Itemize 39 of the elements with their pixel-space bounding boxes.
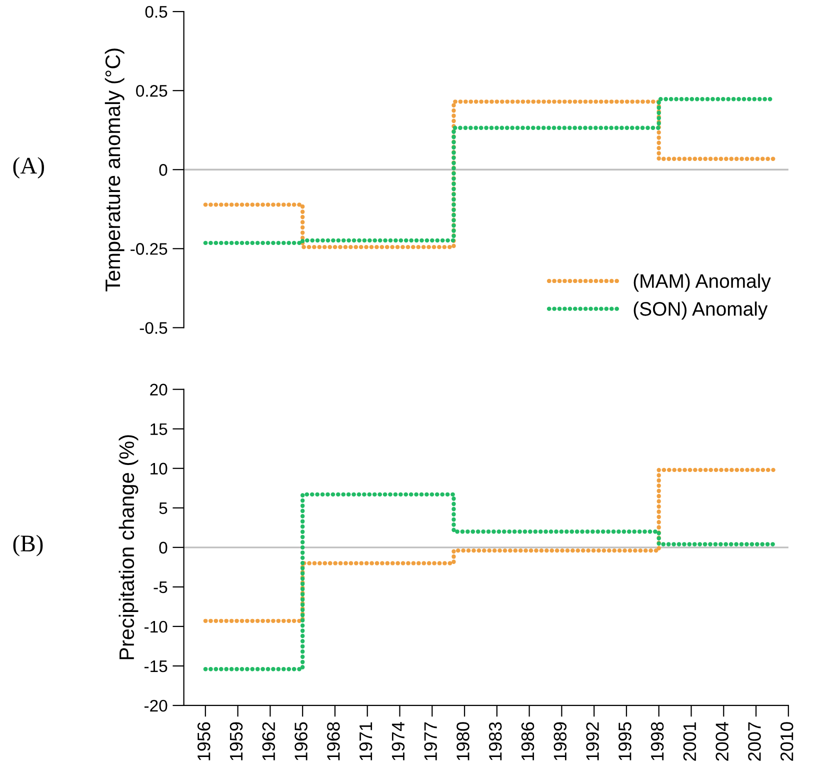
- x-tick-label: 1962: [262, 722, 276, 760]
- x-tick-label: 1956: [197, 722, 210, 760]
- y-tick-label: -0.25: [130, 243, 168, 255]
- x-tick-label: 1959: [230, 722, 243, 760]
- x-tick-label: 1968: [327, 722, 340, 760]
- x-tick-label: 1977: [424, 722, 437, 760]
- y-tick-label: 10: [150, 462, 168, 475]
- y-tick-label: -15: [144, 660, 168, 672]
- x-tick-label: 1998: [650, 722, 664, 760]
- x-tick-label: 2010: [780, 722, 794, 761]
- x-tick-label: 1980: [456, 722, 470, 760]
- y-axis-title: Precipitation change (%): [118, 435, 138, 660]
- x-tick-label: 2001: [683, 722, 696, 761]
- text: (B): [13, 534, 43, 556]
- x-tick-label: 1965: [294, 722, 308, 760]
- y-tick-label: 15: [150, 423, 168, 436]
- text: (A): [13, 157, 44, 179]
- x-tick-label: 1986: [521, 722, 534, 760]
- y-tick-label: 5: [159, 502, 168, 514]
- y-tick-label: 20: [150, 384, 168, 396]
- x-tick-label: 1971: [359, 722, 372, 760]
- y-tick-label: 0.25: [136, 84, 168, 97]
- x-tick-label: 1992: [586, 722, 599, 760]
- legend-label: (SON) Anomaly: [634, 302, 768, 320]
- y-tick-label: -10: [144, 620, 168, 633]
- x-tick-label: 1974: [392, 722, 405, 760]
- y-tick-label: 0.5: [145, 6, 168, 18]
- x-tick-label: 1983: [488, 722, 502, 760]
- x-tick-label: 2004: [716, 722, 728, 761]
- y-axis-title: Temperature anomaly (°C): [104, 48, 124, 292]
- y-tick-label: 0: [159, 542, 168, 554]
- x-tick-label: 1995: [618, 722, 632, 760]
- y-tick-label: -5: [154, 581, 168, 594]
- x-tick-label: 1989: [554, 722, 567, 760]
- legend-label: (MAM) Anomaly: [634, 274, 771, 292]
- y-tick-label: 0: [159, 164, 168, 176]
- y-tick-label: -0.5: [140, 322, 168, 334]
- x-tick-label: 2007: [748, 722, 761, 761]
- y-tick-label: -20: [144, 700, 168, 712]
